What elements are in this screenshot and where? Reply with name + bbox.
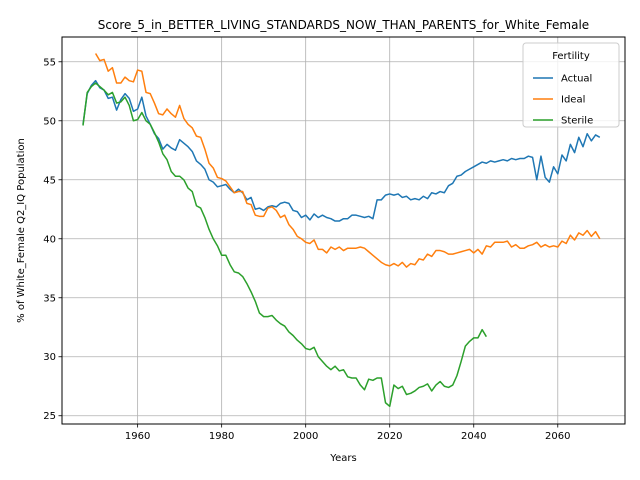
y-tick-label: 40 bbox=[43, 234, 56, 245]
x-tick-label: 1960 bbox=[125, 431, 150, 442]
y-tick-label: 25 bbox=[43, 411, 56, 422]
series-line-actual bbox=[82, 79, 601, 222]
chart-title: Score_5_in_BETTER_LIVING_STANDARDS_NOW_T… bbox=[98, 18, 589, 32]
x-axis: 1960 1980 2000 2020 2040 2060 bbox=[125, 424, 571, 442]
legend-label: Ideal bbox=[561, 95, 585, 106]
legend-box bbox=[522, 42, 620, 128]
series-layer bbox=[82, 53, 601, 408]
x-tick-label: 2020 bbox=[377, 431, 402, 442]
legend-title: Fertility bbox=[552, 51, 590, 62]
x-axis-label: Years bbox=[329, 453, 356, 464]
y-tick-label: 50 bbox=[43, 116, 56, 127]
legend-label: Sterile bbox=[561, 116, 593, 127]
y-axis-label: % of White_Female Q2_IQ Population bbox=[16, 138, 27, 323]
x-tick-label: 2040 bbox=[461, 431, 486, 442]
y-tick-label: 55 bbox=[43, 57, 56, 68]
y-tick-label: 45 bbox=[43, 175, 56, 186]
legend: Fertility Actual Ideal Sterile bbox=[522, 42, 620, 128]
x-tick-label: 2060 bbox=[545, 431, 570, 442]
series-line-ideal bbox=[94, 53, 601, 268]
y-tick-label: 30 bbox=[43, 352, 56, 363]
legend-label: Actual bbox=[561, 74, 592, 85]
plot-frame bbox=[61, 36, 626, 425]
series-line-sterile bbox=[82, 82, 487, 408]
x-tick-label: 1980 bbox=[209, 431, 234, 442]
y-axis: 25 30 35 40 45 50 55 bbox=[43, 57, 62, 422]
x-tick-label: 2000 bbox=[293, 431, 318, 442]
y-tick-label: 35 bbox=[43, 293, 56, 304]
